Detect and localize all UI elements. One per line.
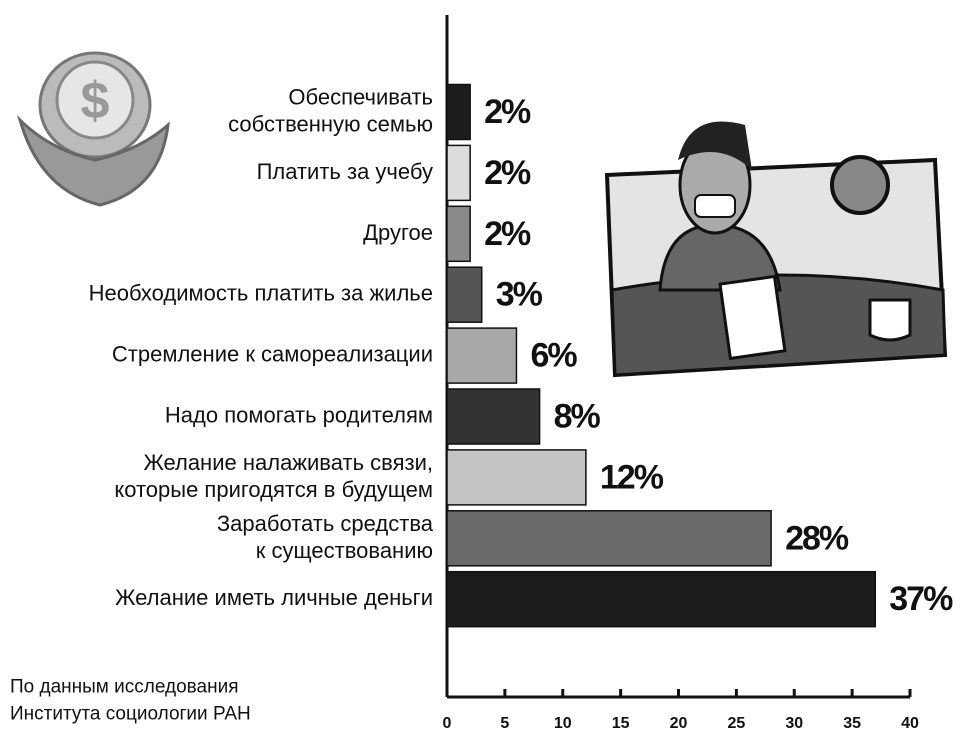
x-tick-label: 5 bbox=[500, 715, 509, 732]
bar bbox=[447, 450, 586, 505]
x-tick-label: 15 bbox=[612, 715, 630, 732]
value-label: 8% bbox=[554, 397, 601, 435]
x-tick-label: 20 bbox=[670, 715, 688, 732]
x-tick-label: 30 bbox=[785, 715, 803, 732]
value-label: 2% bbox=[484, 93, 531, 131]
bar bbox=[447, 328, 516, 383]
value-label: 12% bbox=[600, 458, 664, 496]
bar bbox=[447, 572, 875, 627]
worker-illustration bbox=[607, 122, 945, 375]
bar bbox=[447, 206, 470, 261]
category-label: Надо помогать родителям bbox=[165, 402, 433, 427]
value-label: 37% bbox=[889, 580, 953, 618]
category-label: Необходимость платить за жилье bbox=[89, 281, 433, 306]
chart: $ По данным исследованияИнститута социол… bbox=[0, 0, 957, 754]
x-tick-label: 25 bbox=[727, 715, 745, 732]
svg-text:$: $ bbox=[81, 72, 110, 130]
category-label: Желание налаживать связи,которые пригодя… bbox=[114, 450, 433, 502]
bar bbox=[447, 389, 540, 444]
bar bbox=[447, 85, 470, 140]
category-label: Платить за учебу bbox=[257, 159, 433, 184]
x-tick-label: 10 bbox=[554, 715, 572, 732]
bar bbox=[447, 267, 482, 322]
value-label: 28% bbox=[785, 519, 849, 557]
coin-hand-illustration: $ bbox=[20, 53, 168, 205]
value-label: 2% bbox=[484, 154, 531, 192]
x-tick-label: 35 bbox=[843, 715, 861, 732]
value-label: 3% bbox=[496, 276, 543, 314]
value-label: 6% bbox=[530, 337, 577, 375]
x-tick-label: 0 bbox=[443, 715, 452, 732]
x-tick-label: 40 bbox=[901, 715, 919, 732]
category-label: Стремление к самореализации bbox=[112, 341, 433, 366]
value-label: 2% bbox=[484, 215, 531, 253]
category-label: Другое bbox=[363, 220, 433, 245]
category-label: Желание иметь личные деньги bbox=[115, 585, 433, 610]
bar bbox=[447, 511, 771, 566]
bar bbox=[447, 145, 470, 200]
